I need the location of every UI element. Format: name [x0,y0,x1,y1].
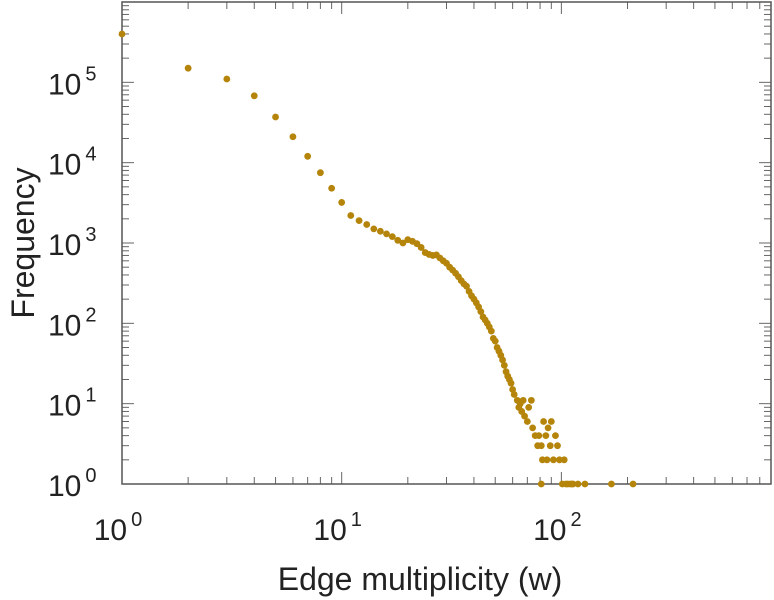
data-point [569,480,577,488]
plot-frame [121,1,772,485]
data-point [394,236,402,244]
y-tick-label: 10 0 [48,465,97,503]
data-point [328,184,336,192]
data-points [118,30,637,488]
data-point [525,403,533,411]
data-point [507,379,515,387]
data-point [304,152,312,160]
data-point [347,212,355,219]
data-point [537,480,545,488]
data-point [463,282,470,290]
data-point [289,133,297,141]
data-point [547,418,555,425]
data-point [118,30,126,38]
data-point [376,227,384,235]
y-tick-label: 10 1 [48,385,97,423]
data-point [537,442,545,450]
data-point [552,432,559,440]
data-point [608,480,615,488]
data-point [388,233,396,241]
data-point [540,418,547,425]
data-point [510,391,518,398]
data-point [519,396,527,404]
data-point [223,75,231,83]
data-point [477,308,485,315]
data-point [574,480,582,488]
data-point [500,361,508,369]
minor-ticks [122,2,772,484]
y-tick-label: 10 3 [48,224,97,262]
data-point [399,239,407,247]
data-point [355,217,363,225]
data-point [535,432,543,440]
data-point [487,327,495,335]
data-point [581,480,589,488]
data-point [546,442,554,450]
data-point [542,432,550,440]
data-point [543,456,551,464]
y-tick-label: 10 4 [48,144,97,182]
y-tick-label: 10 5 [48,63,97,101]
data-point [272,113,279,121]
data-point [527,396,535,404]
data-point [544,424,552,432]
x-tick-labels: 10 0 10 1 10 2 [94,509,582,547]
data-point [629,480,637,488]
data-point [523,418,531,425]
data-point [556,456,563,464]
data-point [550,456,557,464]
data-point [417,244,425,251]
data-point [529,424,537,432]
data-point [338,199,346,206]
data-point [499,356,506,364]
y-axis-title: Frequency [5,167,41,318]
x-axis-title: Edge multiplicity (w) [278,561,563,597]
data-point [383,230,390,238]
data-point [370,225,378,233]
data-point [491,337,499,345]
data-point [316,169,324,177]
x-tick-label: 10 1 [313,509,362,547]
x-tick-label: 10 0 [94,509,143,547]
data-point [554,442,561,450]
data-point [250,92,258,100]
y-tick-label: 10 2 [48,304,97,342]
data-point [184,64,192,72]
major-ticks [121,2,771,485]
data-point [521,412,528,420]
data-point [363,221,371,228]
x-tick-label: 10 2 [533,509,582,547]
data-point [560,456,568,464]
